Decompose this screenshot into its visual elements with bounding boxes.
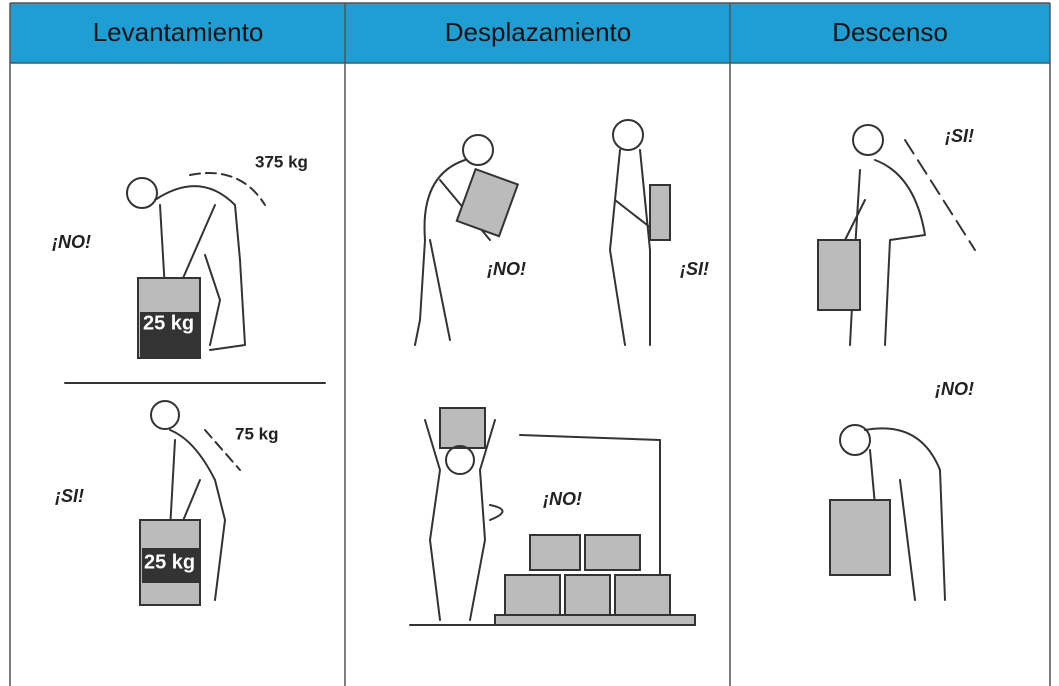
illustration	[64, 172, 326, 606]
verdict-label: ¡NO!	[52, 232, 91, 252]
verdict-label: ¡SI!	[55, 486, 84, 506]
header-cell: Desplazamiento	[445, 17, 631, 47]
header-row	[10, 3, 1050, 63]
header-cell: Descenso	[832, 17, 948, 47]
illustration	[817, 124, 976, 601]
weight-label: 375 kg	[255, 152, 308, 171]
box-weight-label: 25 kg	[143, 312, 194, 334]
verdict-label: ¡SI!	[945, 126, 974, 146]
verdict-label: ¡NO!	[487, 259, 526, 279]
verdict-label: ¡NO!	[543, 489, 582, 509]
verdict-label: ¡NO!	[935, 379, 974, 399]
header-cell: Levantamiento	[93, 17, 264, 47]
box-weight-label: 25 kg	[144, 551, 195, 573]
weight-label: 75 kg	[235, 424, 278, 443]
illustration	[409, 119, 696, 626]
table-grid	[9, 2, 1051, 686]
verdict-label: ¡SI!	[680, 259, 709, 279]
